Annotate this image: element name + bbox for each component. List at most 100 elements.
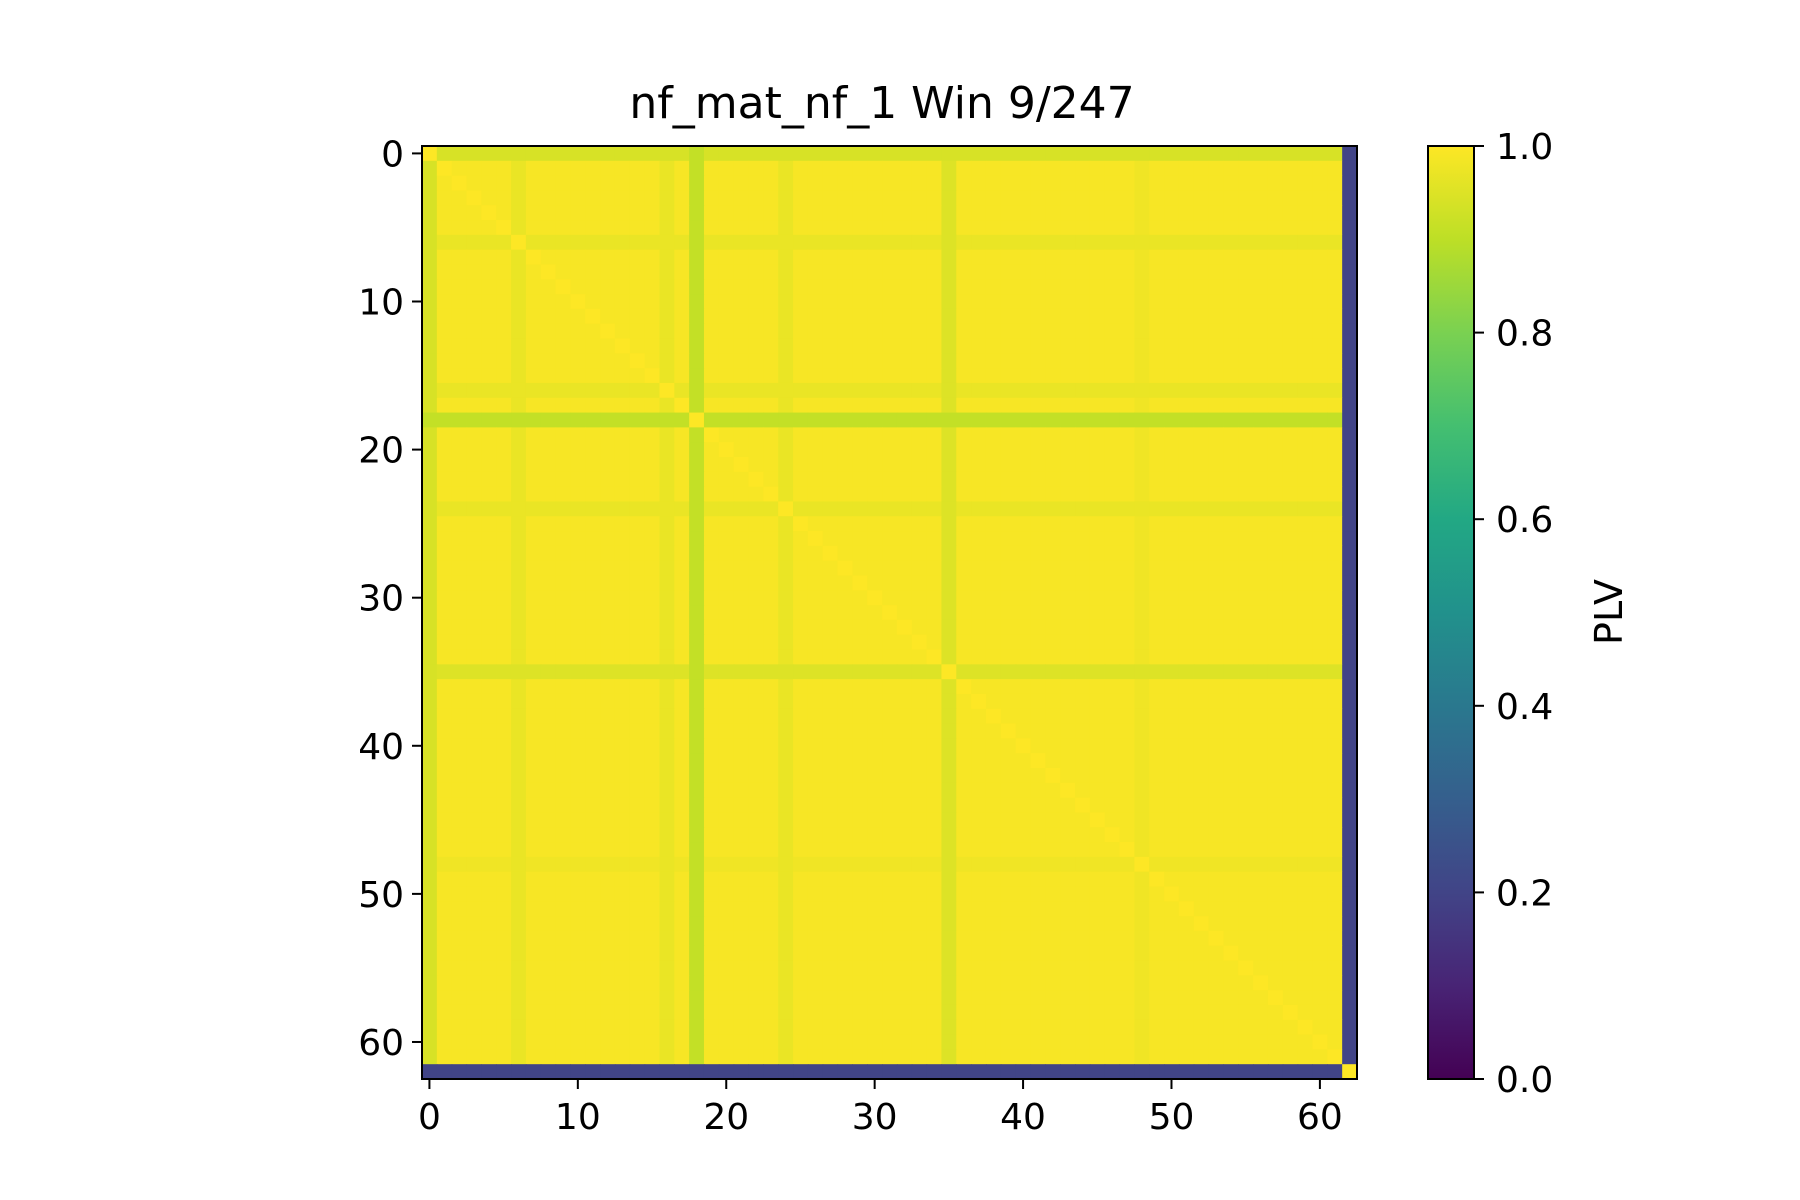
heatmap-cell [1000,146,1017,162]
heatmap-cell [585,708,601,725]
heatmap-cell [570,264,586,280]
heatmap-cell [1342,679,1358,695]
heatmap-cell [822,531,839,547]
heatmap-cell [852,945,868,962]
heatmap-cell [1134,382,1150,399]
heatmap-cell [1045,457,1061,473]
heatmap-cell [822,516,839,532]
heatmap-cell [703,782,720,799]
heatmap-cell [481,412,497,428]
heatmap-cell [718,679,735,695]
heatmap-cell [1089,1049,1106,1065]
heatmap-cell [763,930,779,947]
heatmap-cell [1089,501,1106,517]
heatmap-cell [1238,723,1254,739]
heatmap-cell [1267,205,1284,221]
heatmap-cell [1075,205,1091,221]
heatmap-cell [689,1034,705,1050]
heatmap-cell [941,664,957,680]
heatmap-cell [1282,886,1299,902]
heatmap-cell [1075,412,1091,428]
heatmap-cell [807,205,824,221]
heatmap-cell [689,308,705,325]
heatmap-cell [1000,442,1017,458]
heatmap-cell [1238,471,1254,488]
heatmap-cell [763,442,779,458]
heatmap-cell [555,471,572,488]
heatmap-cell [822,871,839,888]
heatmap-cell [867,457,883,473]
heatmap-cell [1327,220,1343,236]
heatmap-cell [1060,457,1076,473]
heatmap-cell [778,679,794,695]
heatmap-cell [1297,545,1314,562]
heatmap-cell [1193,575,1210,591]
heatmap-cell [600,693,616,710]
heatmap-cell [1089,886,1106,902]
heatmap-cell [629,975,646,991]
heatmap-cell [941,960,957,976]
heatmap-cell [1208,590,1225,606]
heatmap-cell [496,1004,512,1021]
heatmap-cell [971,990,987,1006]
heatmap-cell [422,605,438,621]
heatmap-cell [1223,264,1239,280]
heatmap-cell [748,234,764,251]
heatmap-cell [481,234,497,251]
heatmap-cell [793,575,809,591]
heatmap-cell [1238,486,1254,503]
heatmap-cell [1000,220,1017,236]
heatmap-cell [585,827,601,843]
colorbar-tick-label: 0.4 [1496,687,1553,728]
heatmap-cell [763,279,779,295]
heatmap-cell [733,516,750,532]
heatmap-cell [718,619,735,636]
heatmap-cell [422,160,438,177]
heatmap-cell [629,249,646,266]
heatmap-cell [1045,753,1061,769]
heatmap-cell [941,782,957,799]
heatmap-cell [718,516,735,532]
heatmap-cell [1149,1019,1165,1036]
heatmap-cell [896,797,913,814]
heatmap-cell [585,279,601,295]
heatmap-cell [1327,723,1343,739]
heatmap-cell [793,901,809,917]
heatmap-cell [1297,664,1314,680]
heatmap-cell [896,812,913,828]
heatmap-cell [481,693,497,710]
heatmap-cell [1104,205,1121,221]
heatmap-cell [911,723,928,739]
heatmap-cell [926,871,943,888]
heatmap-cell [496,146,512,162]
heatmap-cell [496,708,512,725]
heatmap-cell [1193,990,1210,1006]
heatmap-cell [644,1019,661,1036]
heatmap-cell [1060,768,1076,784]
heatmap-cell [837,812,853,828]
heatmap-cell [614,679,631,695]
heatmap-cell [614,279,631,295]
heatmap-cell [1104,382,1121,399]
heatmap-cell [1297,634,1314,651]
heatmap-cell [1089,338,1106,354]
heatmap-cell [1149,146,1165,162]
heatmap-cell [614,916,631,932]
heatmap-cell [1282,1049,1299,1065]
heatmap-cell [896,249,913,266]
heatmap-cell [1134,175,1150,192]
heatmap-cell [1030,679,1046,695]
heatmap-cell [926,901,943,917]
heatmap-cell [1089,738,1106,754]
heatmap-cell [511,234,527,251]
heatmap-cell [1000,916,1017,932]
heatmap-cell [896,930,913,947]
heatmap-cell [496,1034,512,1050]
heatmap-cell [1223,1034,1239,1050]
heatmap-cell [1164,486,1180,503]
heatmap-cell [971,1019,987,1036]
heatmap-cell [466,753,482,769]
heatmap-cell [466,960,482,976]
heatmap-cell [689,353,705,369]
heatmap-cell [436,1034,453,1050]
